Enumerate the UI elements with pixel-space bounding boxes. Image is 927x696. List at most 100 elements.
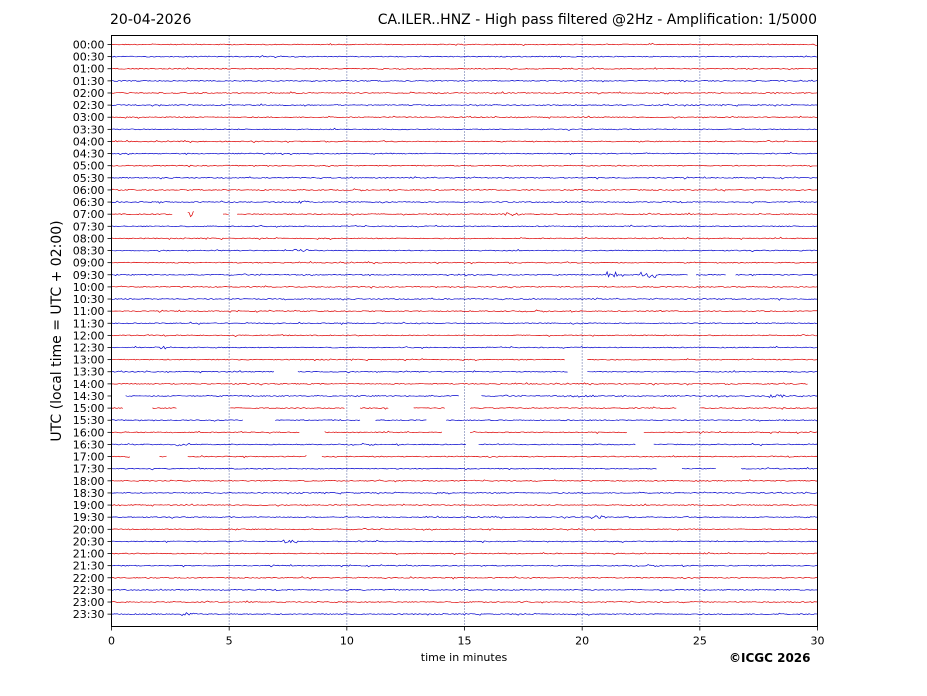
y-tick-label: 11:30 <box>73 317 105 330</box>
y-tick-label: 19:30 <box>73 511 105 524</box>
y-tick-label: 21:30 <box>73 560 105 573</box>
y-tick-label: 15:00 <box>73 402 105 415</box>
seismic-traces <box>111 42 818 616</box>
trace-18:30 <box>111 491 818 495</box>
trace-23:00 <box>111 600 818 604</box>
trace-01:00 <box>111 67 818 71</box>
trace-18:00 <box>111 479 818 483</box>
y-tick-label: 06:00 <box>73 184 105 197</box>
trace-00:00 <box>111 42 818 47</box>
trace-07:00 <box>111 211 818 218</box>
y-tick-label: 22:30 <box>73 584 105 597</box>
trace-05:00 <box>111 164 818 168</box>
y-tick-label: 07:30 <box>73 220 105 233</box>
y-tick-label: 20:30 <box>73 535 105 548</box>
y-tick-label: 09:00 <box>73 257 105 270</box>
y-tick-label: 17:00 <box>73 451 105 464</box>
y-tick-label: 12:30 <box>73 342 105 355</box>
copyright-credit: ©ICGC 2026 <box>729 651 811 665</box>
trace-15:30 <box>111 419 818 422</box>
y-tick-label: 10:00 <box>73 281 105 294</box>
y-tick-label: 23:30 <box>73 608 105 621</box>
trace-09:30 <box>111 270 818 279</box>
y-tick-label: 05:00 <box>73 160 105 173</box>
y-tick-label: 08:00 <box>73 232 105 245</box>
y-tick-label: 12:00 <box>73 329 105 342</box>
trace-20:00 <box>111 528 818 531</box>
trace-22:00 <box>111 576 818 580</box>
vertical-gridlines <box>228 35 701 627</box>
trace-12:00 <box>111 333 818 337</box>
trace-04:30 <box>111 152 818 156</box>
y-tick-label: 04:00 <box>73 135 105 148</box>
y-tick-labels: 00:0000:3001:0001:3002:0002:3003:0003:30… <box>73 39 112 621</box>
x-tick-label: 0 <box>108 635 115 648</box>
trace-22:30 <box>111 588 818 592</box>
y-tick-label: 17:30 <box>73 463 105 476</box>
trace-10:30 <box>111 297 818 301</box>
trace-02:30 <box>111 103 818 107</box>
trace-03:00 <box>111 115 818 119</box>
x-tick-label: 30 <box>811 635 825 648</box>
y-tick-label: 02:00 <box>73 87 105 100</box>
y-tick-label: 05:30 <box>73 172 105 185</box>
x-tick-label: 15 <box>458 635 472 648</box>
y-tick-label: 15:30 <box>73 414 105 427</box>
y-tick-label: 18:00 <box>73 475 105 488</box>
y-tick-label: 21:00 <box>73 548 105 561</box>
trace-13:30 <box>111 370 818 374</box>
y-axis-label: UTC (local time = UTC + 02:00) <box>49 220 65 442</box>
y-tick-label: 08:30 <box>73 245 105 258</box>
x-tick-label: 10 <box>340 635 354 648</box>
x-tick-labels: 0 5 10 15 20 25 30 <box>108 626 825 648</box>
y-tick-label: 02:30 <box>73 99 105 112</box>
trace-17:30 <box>111 467 818 471</box>
trace-19:00 <box>111 503 818 507</box>
trace-21:30 <box>111 564 818 568</box>
trace-02:00 <box>111 91 818 95</box>
y-tick-label: 04:30 <box>73 148 105 161</box>
trace-01:30 <box>111 79 818 83</box>
trace-14:30 <box>125 394 818 399</box>
y-tick-label: 00:30 <box>73 51 105 64</box>
y-tick-label: 13:30 <box>73 366 105 379</box>
trace-16:00 <box>111 430 818 435</box>
trace-06:30 <box>111 200 818 204</box>
x-tick-label: 5 <box>226 635 233 648</box>
plot-frame <box>111 35 818 627</box>
y-tick-label: 03:30 <box>73 123 105 136</box>
y-tick-label: 01:00 <box>73 63 105 76</box>
chart-title: CA.ILER..HNZ - High pass filtered @2Hz -… <box>377 12 817 28</box>
trace-20:30 <box>111 539 818 544</box>
trace-15:00 <box>111 406 818 410</box>
y-tick-label: 13:00 <box>73 354 105 367</box>
y-tick-label: 23:00 <box>73 596 105 609</box>
x-tick-label: 20 <box>575 635 589 648</box>
trace-07:30 <box>111 224 818 228</box>
y-tick-label: 14:30 <box>73 390 105 403</box>
trace-21:00 <box>111 551 818 556</box>
trace-00:30 <box>111 55 818 59</box>
trace-19:30 <box>111 515 818 519</box>
y-tick-label: 18:30 <box>73 487 105 500</box>
trace-13:00 <box>111 358 818 362</box>
y-tick-label: 09:30 <box>73 269 105 282</box>
y-tick-label: 14:00 <box>73 378 105 391</box>
trace-11:30 <box>111 321 818 325</box>
trace-06:00 <box>111 188 818 192</box>
date-label: 20-04-2026 <box>110 12 192 28</box>
y-tick-label: 11:00 <box>73 305 105 318</box>
trace-05:30 <box>111 176 818 180</box>
trace-17:00 <box>111 455 818 459</box>
y-tick-label: 07:00 <box>73 208 105 221</box>
trace-08:30 <box>111 248 818 253</box>
y-tick-label: 06:30 <box>73 196 105 209</box>
y-tick-label: 20:00 <box>73 523 105 536</box>
trace-16:30 <box>111 442 818 447</box>
trace-14:00 <box>111 382 808 386</box>
y-tick-label: 03:00 <box>73 111 105 124</box>
y-tick-label: 00:00 <box>73 39 105 52</box>
trace-04:00 <box>111 139 818 144</box>
y-tick-label: 16:00 <box>73 426 105 439</box>
